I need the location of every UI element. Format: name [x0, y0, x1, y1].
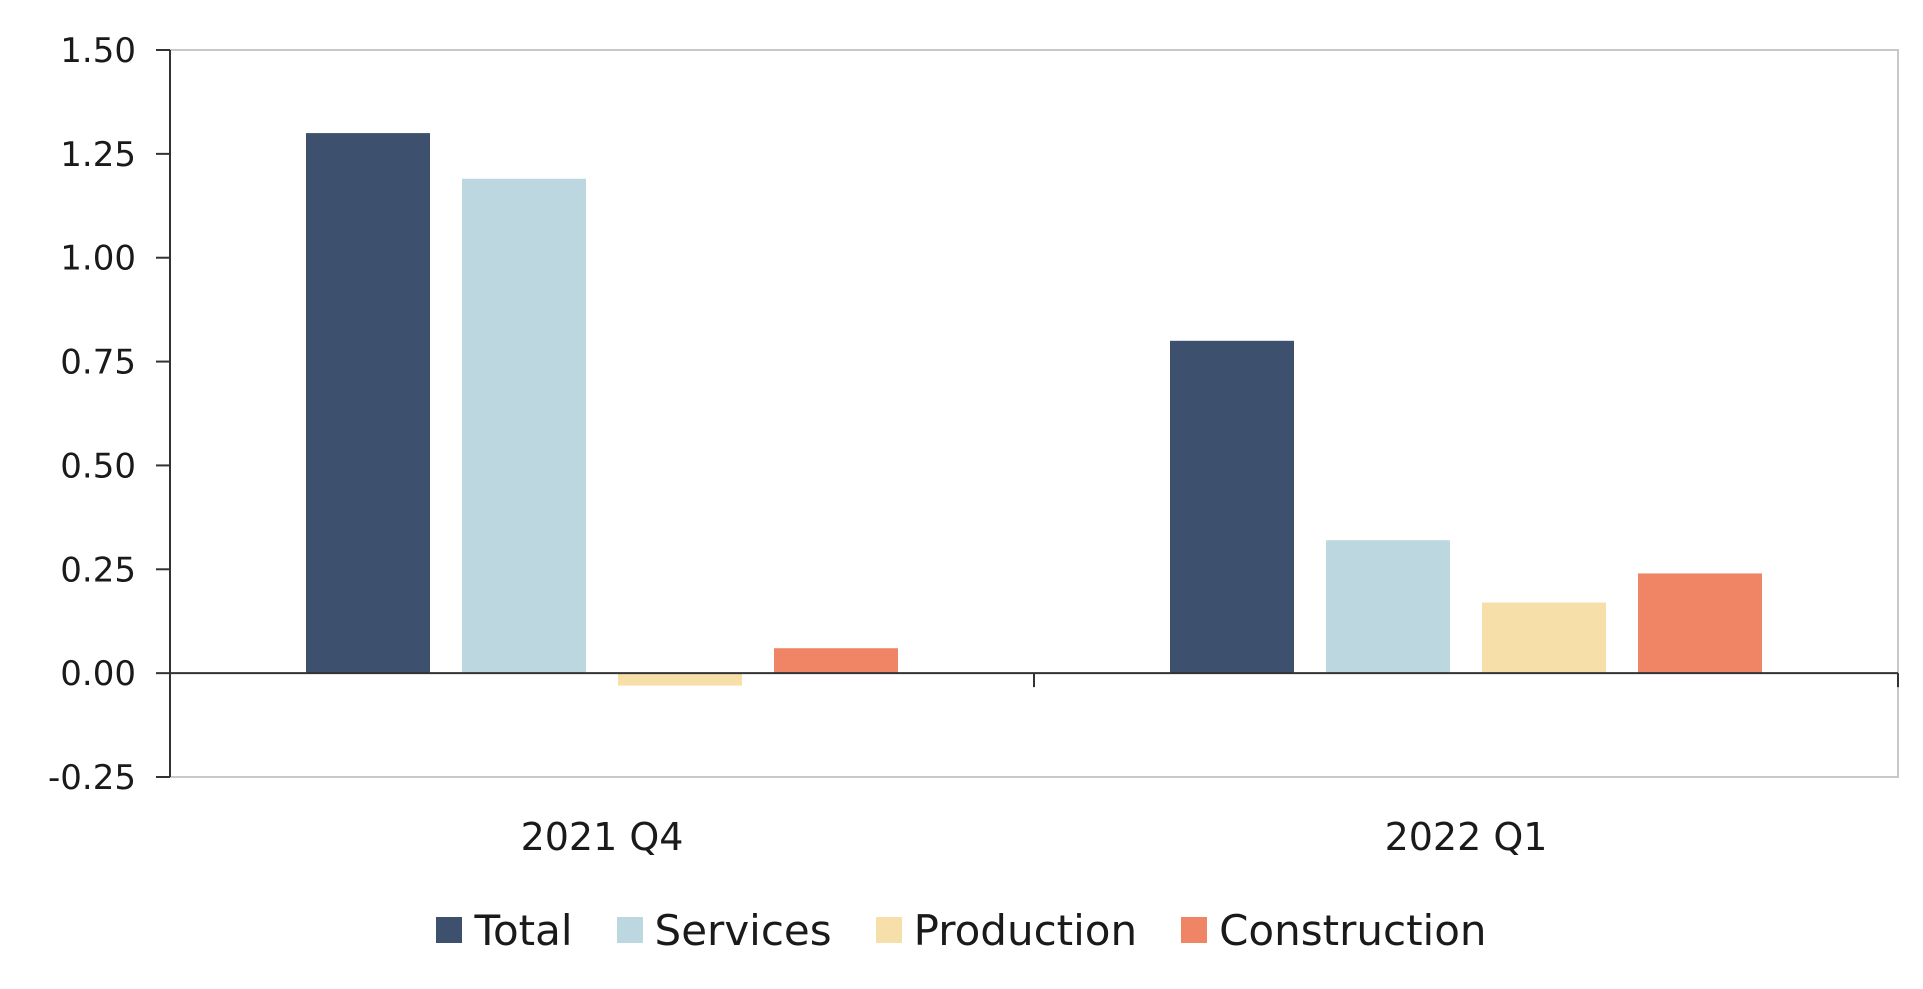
- x-category-label: 2021 Q4: [521, 815, 684, 859]
- x-axis-ticks: [1033, 673, 1899, 688]
- y-tick-label: 1.00: [60, 239, 136, 279]
- bar-total-2022-q1: [1170, 340, 1294, 674]
- legend-item-total: Total: [436, 905, 573, 955]
- legend-label: Total: [474, 905, 573, 955]
- legend-item-construction: Construction: [1181, 905, 1487, 955]
- y-tick-label: 0.00: [60, 654, 136, 694]
- bar-services-2021-q4: [462, 178, 586, 674]
- bar-production-2022-q1: [1482, 602, 1606, 674]
- legend-item-production: Production: [875, 905, 1138, 955]
- legend: Total Services Production Construction: [0, 895, 1923, 965]
- y-tick-label: 0.50: [60, 446, 136, 486]
- y-tick-label: 0.25: [60, 550, 136, 590]
- bars: [306, 133, 1762, 686]
- legend-swatch: [616, 917, 643, 943]
- legend-label: Production: [913, 905, 1138, 955]
- legend-swatch: [436, 917, 463, 943]
- bar-total-2021-q4: [306, 133, 430, 674]
- y-tick-label: 0.75: [60, 343, 136, 383]
- y-tick-label: 1.25: [60, 135, 136, 175]
- legend-swatch: [1181, 917, 1208, 943]
- bar-construction-2022-q1: [1638, 573, 1762, 674]
- y-axis-ticks: 1.50 1.25 1.00 0.75 0.50 0.25 0.00 -0.25: [48, 31, 170, 798]
- y-tick-label: -0.25: [48, 758, 136, 798]
- bar-services-2022-q1: [1326, 540, 1450, 674]
- y-tick-label: 1.50: [60, 31, 136, 71]
- bar-construction-2021-q4: [774, 648, 898, 674]
- x-axis-labels: 2021 Q4 2022 Q1: [521, 815, 1548, 859]
- legend-label: Construction: [1219, 905, 1487, 955]
- legend-swatch: [875, 917, 902, 943]
- x-category-label: 2022 Q1: [1385, 815, 1548, 859]
- bar-production-2021-q4: [618, 673, 742, 686]
- legend-item-services: Services: [616, 905, 832, 955]
- legend-label: Services: [654, 905, 832, 955]
